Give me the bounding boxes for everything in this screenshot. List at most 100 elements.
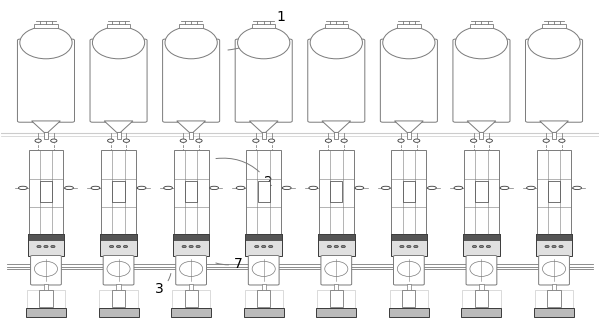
- Ellipse shape: [573, 186, 581, 190]
- Ellipse shape: [383, 27, 435, 59]
- FancyBboxPatch shape: [103, 256, 134, 285]
- Bar: [98, 308, 139, 317]
- Ellipse shape: [283, 186, 291, 190]
- Ellipse shape: [35, 139, 41, 142]
- FancyBboxPatch shape: [380, 39, 437, 122]
- Bar: [403, 181, 415, 202]
- Ellipse shape: [487, 246, 491, 248]
- Ellipse shape: [382, 186, 390, 190]
- Bar: [100, 234, 137, 256]
- Polygon shape: [539, 121, 568, 133]
- Ellipse shape: [182, 246, 186, 248]
- Bar: [40, 181, 52, 202]
- Bar: [464, 150, 499, 234]
- Bar: [189, 133, 193, 139]
- Bar: [29, 150, 64, 234]
- Bar: [462, 290, 500, 308]
- Ellipse shape: [325, 261, 348, 276]
- Ellipse shape: [500, 186, 509, 190]
- Ellipse shape: [107, 139, 114, 142]
- Ellipse shape: [454, 186, 463, 190]
- Ellipse shape: [238, 27, 290, 59]
- Ellipse shape: [309, 186, 317, 190]
- Bar: [463, 234, 500, 240]
- Bar: [28, 234, 64, 256]
- Ellipse shape: [92, 27, 145, 59]
- Bar: [479, 133, 484, 139]
- Ellipse shape: [268, 139, 275, 142]
- Polygon shape: [104, 121, 133, 133]
- Bar: [397, 24, 421, 28]
- Bar: [100, 290, 138, 308]
- Ellipse shape: [116, 246, 121, 248]
- Polygon shape: [467, 121, 496, 133]
- Bar: [44, 284, 48, 290]
- Bar: [257, 290, 271, 307]
- Bar: [316, 308, 356, 317]
- Bar: [330, 181, 343, 202]
- Bar: [245, 234, 282, 240]
- Ellipse shape: [236, 186, 245, 190]
- Ellipse shape: [398, 139, 404, 142]
- Bar: [257, 181, 270, 202]
- Polygon shape: [250, 121, 278, 133]
- Bar: [536, 234, 572, 240]
- Ellipse shape: [543, 139, 550, 142]
- Ellipse shape: [254, 246, 259, 248]
- Bar: [318, 234, 355, 240]
- Bar: [173, 234, 209, 240]
- Bar: [479, 284, 484, 290]
- Ellipse shape: [552, 246, 556, 248]
- Ellipse shape: [407, 246, 411, 248]
- Polygon shape: [395, 121, 423, 133]
- Ellipse shape: [65, 186, 73, 190]
- Bar: [407, 133, 411, 139]
- Ellipse shape: [262, 246, 266, 248]
- Polygon shape: [322, 121, 350, 133]
- Ellipse shape: [397, 261, 421, 276]
- Text: 3: 3: [155, 273, 171, 296]
- Ellipse shape: [210, 186, 218, 190]
- Bar: [552, 133, 556, 139]
- Bar: [252, 24, 275, 28]
- Ellipse shape: [413, 139, 420, 142]
- FancyBboxPatch shape: [526, 39, 583, 122]
- Ellipse shape: [124, 246, 128, 248]
- Ellipse shape: [455, 27, 508, 59]
- FancyBboxPatch shape: [163, 39, 220, 122]
- Bar: [547, 290, 560, 307]
- Bar: [44, 133, 48, 139]
- FancyBboxPatch shape: [321, 256, 352, 285]
- Bar: [329, 290, 343, 307]
- Ellipse shape: [334, 246, 338, 248]
- Ellipse shape: [528, 27, 580, 59]
- FancyBboxPatch shape: [539, 256, 569, 285]
- Bar: [172, 290, 210, 308]
- Bar: [475, 290, 488, 307]
- Bar: [535, 290, 573, 308]
- Bar: [402, 290, 415, 307]
- Ellipse shape: [137, 186, 146, 190]
- Bar: [112, 181, 125, 202]
- Bar: [463, 234, 500, 256]
- Ellipse shape: [545, 246, 549, 248]
- Bar: [179, 24, 203, 28]
- Bar: [116, 284, 121, 290]
- Ellipse shape: [37, 246, 41, 248]
- Bar: [171, 308, 211, 317]
- Ellipse shape: [19, 186, 27, 190]
- Ellipse shape: [486, 139, 493, 142]
- Ellipse shape: [400, 246, 404, 248]
- Bar: [100, 234, 137, 240]
- Ellipse shape: [180, 139, 187, 142]
- Ellipse shape: [355, 186, 364, 190]
- Ellipse shape: [34, 261, 58, 276]
- Bar: [189, 284, 193, 290]
- Bar: [185, 290, 198, 307]
- Bar: [542, 24, 566, 28]
- Ellipse shape: [479, 246, 484, 248]
- Ellipse shape: [44, 246, 48, 248]
- FancyBboxPatch shape: [31, 256, 61, 285]
- Ellipse shape: [253, 139, 259, 142]
- Ellipse shape: [189, 246, 193, 248]
